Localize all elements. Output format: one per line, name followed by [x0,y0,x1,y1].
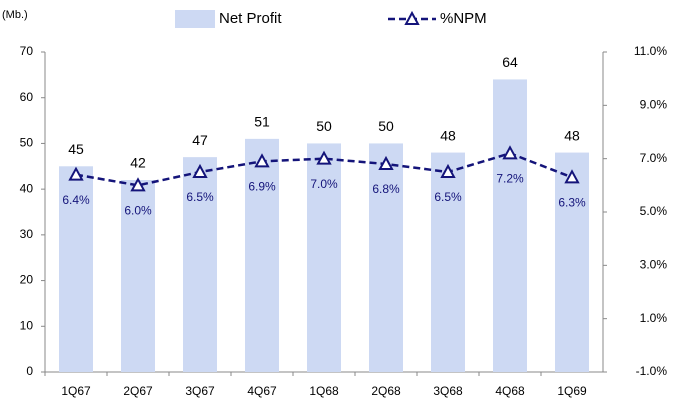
bar-label: 64 [502,54,518,70]
y-tick-label: 30 [20,227,34,241]
bar [59,166,93,372]
bar-label: 50 [378,118,394,134]
marker [440,163,456,178]
line [75,152,573,187]
y-tick-label: 60 [20,90,34,104]
bar [183,157,217,372]
marker [254,153,270,168]
legend-label: %NPM [440,10,487,27]
bar [555,152,589,372]
bar [121,180,155,372]
marker [564,169,580,184]
x-tick-label: 1Q69 [557,384,587,398]
line-label: 7.2% [496,172,524,186]
line-label: 6.8% [372,182,400,196]
y2-tick-label: 7.0% [640,151,668,165]
line-label: 6.5% [434,190,462,204]
x-tick-label: 4Q67 [247,384,277,398]
marker [68,166,84,181]
bar-label: 45 [68,141,84,157]
bar-label: 48 [440,127,456,143]
marker [378,155,394,170]
marker [130,177,146,192]
bar-label: 48 [564,127,580,143]
y-tick-label: 0 [26,364,33,378]
bar-label: 51 [254,114,270,130]
x-tick-label: 3Q68 [433,384,463,398]
marker [192,163,208,178]
bar [493,79,527,372]
x-tick-label: 1Q67 [61,384,91,398]
y-tick-label: 40 [20,181,34,195]
bar-label: 42 [130,155,146,171]
line-label: 6.4% [62,193,90,207]
y-tick-label: 50 [20,136,34,150]
y-tick-label: 20 [20,273,34,287]
bar [431,152,465,372]
line-label: 6.0% [124,204,152,218]
y2-tick-label: 9.0% [640,98,668,112]
y-tick-label: 10 [20,318,34,332]
line-label: 6.5% [186,190,214,204]
bar [245,138,279,372]
y-tick-label: 70 [20,44,34,58]
x-tick-label: 2Q68 [371,384,401,398]
bar [369,143,403,372]
legend-marker [404,10,420,25]
x-tick-label: 3Q67 [185,384,215,398]
y2-tick-label: 3.0% [640,258,668,272]
y2-tick-label: 1.0% [640,311,668,325]
y2-tick-label: 11.0% [634,44,667,58]
marker [502,145,518,160]
y-axis-label: (Mb.) [2,9,28,21]
y2-tick-label: -1.0% [636,364,668,378]
line-label: 6.3% [558,196,586,210]
legend-label: Net Profit [219,10,282,27]
legend-swatch [175,10,215,28]
x-tick-label: 2Q67 [123,384,153,398]
x-tick-label: 1Q68 [309,384,339,398]
line-label: 7.0% [310,177,338,191]
marker [316,150,332,165]
line-label: 6.9% [248,180,276,194]
bar [307,143,341,372]
bar-label: 47 [192,132,208,148]
bar-label: 50 [316,118,332,134]
y2-tick-label: 5.0% [640,204,668,218]
x-tick-label: 4Q68 [495,384,525,398]
